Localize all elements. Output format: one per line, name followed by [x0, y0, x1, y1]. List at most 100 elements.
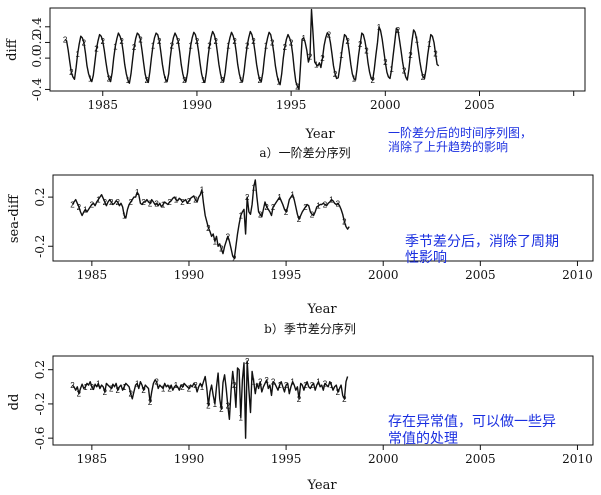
panel-a-point-marker: 2 — [270, 38, 275, 47]
panel-a-point-marker: 2 — [94, 45, 99, 54]
panel-a-point-marker: 1 — [414, 35, 419, 44]
panel-c-point-marker: 2 — [297, 395, 302, 404]
panel-c-point-marker: 1 — [122, 383, 127, 392]
panel-a-point-marker: 1 — [389, 65, 394, 74]
panel-a-frame — [49, 7, 586, 92]
panel-a-point-marker: 2 — [132, 43, 137, 52]
panel-a-point-marker: 2 — [101, 37, 106, 46]
panel-a-point-marker: 2 — [107, 74, 112, 83]
panel-a-point-marker: 2 — [63, 35, 68, 44]
panel-a-point-marker: 2 — [371, 76, 376, 85]
panel-b-point-marker: 2 — [323, 200, 328, 209]
panel-c-point-marker: 2 — [141, 386, 146, 395]
panel-a-point-marker: 2 — [82, 38, 87, 47]
panel-c-point-marker: 2 — [193, 381, 198, 390]
panel-a-ytick-label-1: 0.0 — [30, 49, 44, 68]
panel-c-point-marker: 2 — [128, 390, 133, 399]
panel-a-point-marker: 1 — [151, 42, 156, 51]
panel-a-caption: a）一阶差分序列 — [259, 145, 350, 160]
panel-a-xtick-label-1985: 1985 — [87, 98, 118, 112]
panel-a-point-marker: 2 — [383, 58, 388, 67]
panel-c-xtick-label-2010: 2010 — [562, 452, 593, 466]
panel-c-point-marker: 2 — [232, 381, 237, 390]
panel-a-point-marker: 1 — [377, 23, 382, 32]
panel-a-point-marker: 2 — [232, 37, 237, 46]
panel-b-point-marker: 2 — [284, 208, 289, 217]
panel-a-point-marker: 1 — [352, 74, 357, 83]
panel-b-annotation-line-2: 性影响 — [405, 250, 447, 266]
panel-c-point-marker: 1 — [161, 385, 166, 394]
panel-b-point-marker: 1 — [200, 186, 205, 195]
panel-c-point-marker: 2 — [258, 378, 263, 387]
panel-b-xtick-label-1985: 1985 — [77, 268, 108, 282]
panel-a-point-marker: 1 — [301, 34, 306, 43]
panel-a-ytick-label-3: 0.4 — [30, 17, 44, 36]
panel-b-xtick-label-1990: 1990 — [174, 268, 205, 282]
panel-a-point-marker: 2 — [364, 46, 369, 55]
panel-c-point-marker: 2 — [336, 388, 341, 397]
panel-b-ylabel: sea-diff — [7, 193, 22, 243]
panel-b-point-marker: 2 — [232, 255, 237, 264]
panel-a-point-marker: 2 — [333, 70, 338, 79]
panel-c-point-marker: 2 — [342, 395, 347, 404]
panel-b-point-marker: 1 — [251, 183, 256, 192]
panel-b-xtick-label-1995: 1995 — [271, 268, 302, 282]
panel-a-point-marker: 2 — [170, 42, 175, 51]
panel-c-point-marker: 2 — [264, 376, 269, 385]
panel-c-ytick-label-1: -0.2 — [33, 392, 47, 415]
panel-b-point-marker: 2 — [297, 215, 302, 224]
panel-b-point-marker: 2 — [219, 245, 224, 254]
panel-c-point-marker: 2 — [271, 378, 276, 387]
panel-c-point-marker: 2 — [154, 378, 159, 387]
panel-b-point-marker: 1 — [135, 188, 140, 197]
panel-a-ylabel: diff — [5, 37, 20, 60]
panel-b-caption: b）季节差分序列 — [264, 321, 356, 336]
panel-a-annotation-line-1: 一阶差分后的时间序列图， — [388, 125, 532, 140]
panel-b-point-marker: 1 — [290, 191, 295, 200]
panel-c-point-marker: 1 — [200, 383, 205, 392]
panel-b-point-marker: 2 — [303, 203, 308, 212]
panel-a-point-marker: 2 — [220, 76, 225, 85]
panel-a-series-line — [64, 8, 440, 91]
panel-b-xtick-label-2010: 2010 — [562, 268, 593, 282]
panel-a-point-marker: 1 — [427, 40, 432, 49]
panel-a-point-marker: 2 — [176, 37, 181, 46]
panel-a-point-marker: 1 — [126, 76, 131, 85]
panel-b-xlabel: Year — [306, 302, 337, 317]
panel-a-point-marker: 1 — [276, 78, 281, 87]
panel-a-point-marker: 2 — [144, 76, 149, 85]
panel-c-point-marker: 1 — [290, 378, 295, 387]
panel-c-frame — [52, 355, 594, 446]
panel-a-point-marker: 2 — [320, 54, 325, 63]
panel-b-point-marker: 2 — [90, 200, 95, 209]
panel-c-point-marker: 1 — [174, 381, 179, 390]
panel-c-point-marker: 2 — [284, 381, 289, 390]
panel-a-xtick-label-2000: 2000 — [370, 98, 401, 112]
panel-c-point-marker: 2 — [109, 385, 114, 394]
panel-b-axes: 1985 1990 1995 2000 2005 2010 -0.2 0.2 — [33, 188, 593, 282]
panel-b-point-marker: 2 — [271, 203, 276, 212]
panel-a-annotation-line-2: 消除了上升趋势的影响 — [388, 139, 508, 154]
panel-a-point-marker: 2 — [289, 38, 294, 47]
panel-a-point-marker: 1 — [163, 75, 168, 84]
panel-b-point-marker: 1 — [329, 196, 334, 205]
panel-b-point-marker: 2 — [245, 193, 250, 202]
panel-c-point-marker: 2 — [303, 381, 308, 390]
panel-b-point-marker: 1 — [122, 212, 127, 221]
panel-c-point-marker: 1 — [316, 378, 321, 387]
panel-c-xtick-label-1995: 1995 — [271, 452, 302, 466]
panel-b-series-line — [71, 179, 350, 260]
panel-b-point-marker: 1 — [96, 196, 101, 205]
panel-a-point-marker: 2 — [157, 37, 162, 46]
panel-c-axes: 1985 1990 1995 2000 2005 2010 -0.6 -0.2 0.2 — [33, 360, 593, 466]
panel-a-point-marker: 2 — [245, 42, 250, 51]
panel-c-ylabel: dd — [7, 394, 22, 411]
panel-c-ytick-label-2: 0.2 — [33, 360, 47, 379]
panel-c-xtick-label-1985: 1985 — [77, 452, 108, 466]
panel-c-point-marker: 2 — [180, 383, 185, 392]
panel-b-point-marker: 2 — [70, 200, 75, 209]
panel-b-point-marker: 2 — [103, 198, 108, 207]
